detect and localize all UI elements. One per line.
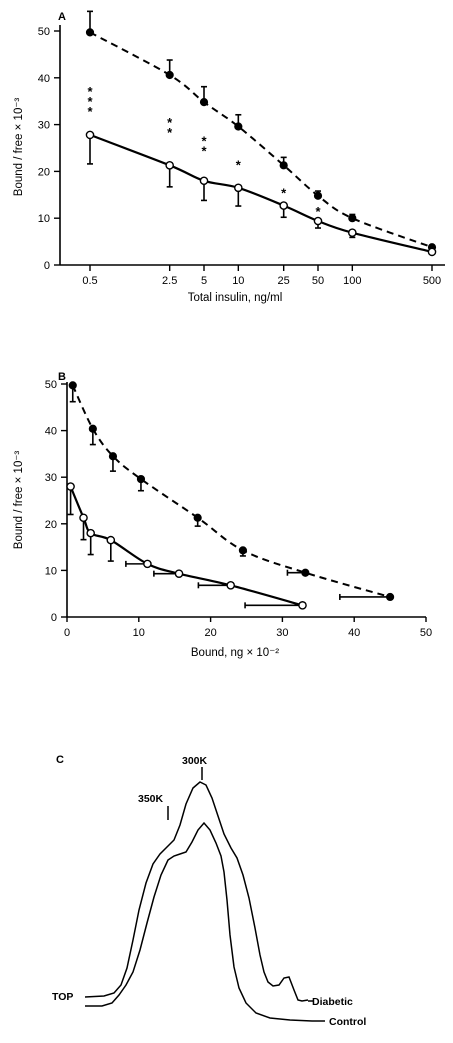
panel-b-point-open	[226, 581, 236, 590]
panel-b-point-filled	[88, 424, 97, 433]
panel-a-y-tick-label: 40	[38, 73, 50, 85]
panel-a-point-open	[348, 228, 357, 238]
panel-a-point-filled	[234, 122, 243, 131]
panel-a-point-filled	[348, 214, 357, 223]
panel-a-y-tick-label: 0	[44, 260, 50, 272]
panel-a-point-filled	[279, 161, 288, 170]
panel-a-label: A	[58, 11, 66, 23]
panel-b-point-filled	[68, 381, 77, 390]
panel-b-x-tick-label: 0	[64, 627, 70, 639]
panel-a-x-tick-label: 100	[343, 275, 361, 287]
panel-b-point-filled	[301, 568, 310, 577]
panel-a-y-tick-label: 30	[38, 120, 50, 132]
panel-a-significance-star: *	[167, 125, 173, 140]
top-label: TOP	[52, 991, 73, 1003]
panel-b-point-open	[174, 569, 184, 578]
panel-c-label: C	[56, 754, 64, 766]
panel-a-point-open	[85, 130, 95, 140]
panel-b-point-open	[66, 482, 75, 491]
panel-b-point-open	[106, 535, 116, 545]
panel-b-y-tick-label: 20	[45, 519, 57, 531]
panel-a-significance-star: *	[315, 204, 321, 219]
panel-b-y-tick-label: 50	[45, 379, 57, 391]
panel-b-point-open	[86, 528, 95, 538]
panel-a-point-filled	[199, 98, 209, 107]
panel-a-x-tick-label: 50	[312, 275, 324, 287]
control-profile	[85, 821, 325, 1022]
panel-b-y-tick-label: 0	[51, 612, 57, 624]
panel-b: B Bound / free × 10⁻³ Bound, ng × 10⁻² 0…	[13, 371, 432, 659]
panel-a-point-open	[427, 247, 437, 257]
marker-350k-label: 350K	[138, 793, 164, 805]
panel-b-point-filled	[238, 546, 248, 555]
panel-b-points	[66, 381, 395, 610]
panel-a-x-tick-label: 500	[423, 275, 441, 287]
panel-a-point-filled	[313, 191, 323, 200]
panel-a-significance-star: *	[87, 94, 93, 109]
panel-a-significance-star: *	[87, 104, 93, 119]
panel-b-x-tick-label: 20	[204, 627, 216, 639]
panel-a-y-tick-label: 50	[38, 26, 50, 38]
panel-a-x-tick-label: 10	[232, 275, 244, 287]
panel-a-y-tick-label: 10	[38, 213, 50, 225]
panel-a-x-axis-label: Total insulin, ng/ml	[188, 292, 283, 304]
panel-a-point-filled	[165, 70, 174, 80]
panel-a-point-open	[199, 176, 209, 186]
diabetic-label: Diabetic	[312, 996, 353, 1008]
panel-b-y-ticks: 0 10 20 30 40 50	[45, 379, 67, 624]
panel-a-point-open	[234, 183, 243, 193]
panel-a-x-tick-label: 5	[201, 275, 207, 287]
panel-b-point-open	[298, 601, 307, 610]
panel-a-point-open	[165, 161, 174, 170]
panel-a-significance-star: *	[167, 115, 173, 130]
marker-300k-label: 300K	[182, 755, 208, 767]
panel-b-y-tick-label: 30	[45, 472, 57, 484]
panel-a-y-ticks: 0 10 20 30 40 50	[38, 26, 60, 272]
panel-b-y-axis-label: Bound / free × 10⁻³	[13, 451, 25, 550]
panel-b-solid-curve	[69, 486, 303, 607]
panel-b-point-open	[143, 559, 152, 569]
panel-a-significance-star: *	[281, 185, 287, 200]
panel-a-x-tick-label: 2.5	[162, 275, 177, 287]
panel-a-significance: **********	[87, 84, 321, 219]
diabetic-profile	[84, 781, 309, 1002]
panel-a-x-tick-label: 25	[278, 275, 290, 287]
panel-b-dashed-curve	[71, 384, 391, 598]
panel-b-point-open	[79, 513, 88, 523]
panel-a-significance-star: *	[201, 144, 207, 159]
panel-a-x-tick-label: 0.5	[82, 275, 97, 287]
panel-a-y-axis-label: Bound / free × 10⁻³	[13, 98, 25, 197]
panel-a-significance-star: *	[236, 157, 242, 172]
panel-b-curves	[69, 384, 391, 607]
panel-a-point-open	[279, 201, 288, 210]
panel-b-point-filled	[193, 513, 202, 522]
panel-b-x-tick-label: 30	[276, 627, 288, 639]
panel-b-x-tick-label: 10	[133, 627, 145, 639]
control-label: Control	[329, 1016, 366, 1028]
panel-b-x-axis-label: Bound, ng × 10⁻²	[191, 647, 279, 659]
panel-b-x-tick-label: 40	[348, 627, 360, 639]
panel-b-y-tick-label: 40	[45, 426, 57, 438]
panel-a-significance-star: *	[87, 84, 93, 99]
panel-a-solid-curve	[89, 133, 433, 253]
panel-b-label: B	[58, 371, 66, 383]
panel-a-y-tick-label: 20	[38, 166, 50, 178]
panel-c: C 300K 350K TOP Diabetic Control	[52, 754, 366, 1028]
panel-a-curves	[89, 31, 433, 253]
panel-b-point-filled	[108, 452, 118, 461]
panel-a-dashed-curve	[89, 31, 433, 249]
panel-b-x-ticks: 0 10 20 30 40 50	[64, 617, 432, 639]
panel-a-point-open	[313, 216, 323, 226]
panel-a: A Bound / free × 10⁻³ Total insulin, ng/…	[13, 10, 445, 304]
panel-b-point-filled	[136, 474, 146, 484]
panel-a-significance-star: *	[201, 134, 207, 149]
panel-a-points	[85, 10, 437, 257]
panel-b-y-tick-label: 10	[45, 565, 57, 577]
panel-a-point-filled	[85, 28, 95, 37]
panel-b-x-tick-label: 50	[420, 627, 432, 639]
panel-b-point-filled	[386, 592, 395, 602]
panel-a-x-ticks: 0.5 2.5 5 10 25 50 100 500	[82, 265, 441, 287]
